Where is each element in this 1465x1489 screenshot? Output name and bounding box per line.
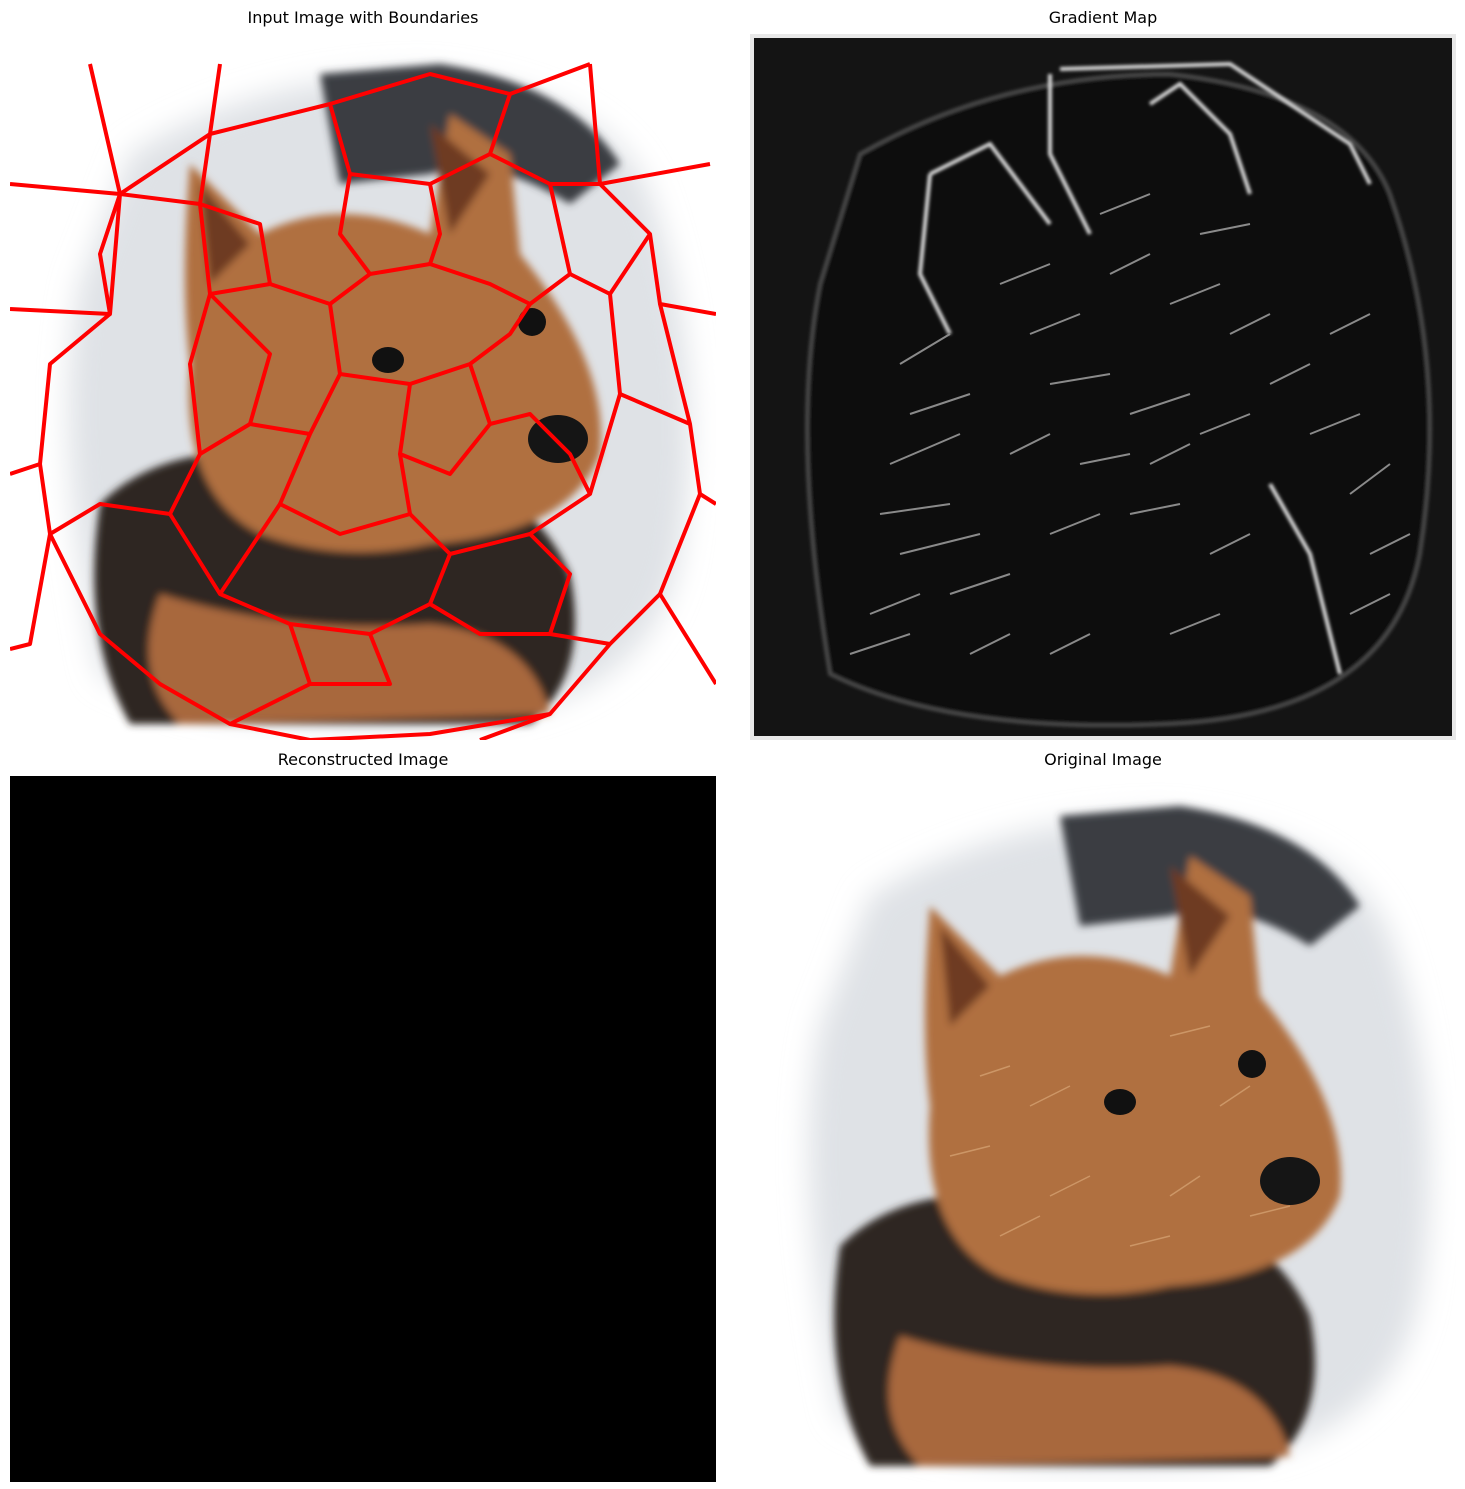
input-image-frame	[10, 34, 716, 740]
panel-title: Input Image with Boundaries	[247, 8, 479, 27]
input-image-with-boundaries	[10, 34, 716, 740]
panel-title: Gradient Map	[1048, 8, 1158, 27]
panel-title: Original Image	[1044, 750, 1162, 769]
reconstructed-image-frame	[10, 776, 716, 1482]
panel-title: Reconstructed Image	[277, 750, 449, 769]
original-image-frame	[750, 776, 1456, 1482]
reconstructed-image	[10, 776, 716, 1482]
original-image	[750, 776, 1456, 1482]
gradient-map	[750, 34, 1456, 740]
gradient-map-frame	[750, 34, 1456, 740]
